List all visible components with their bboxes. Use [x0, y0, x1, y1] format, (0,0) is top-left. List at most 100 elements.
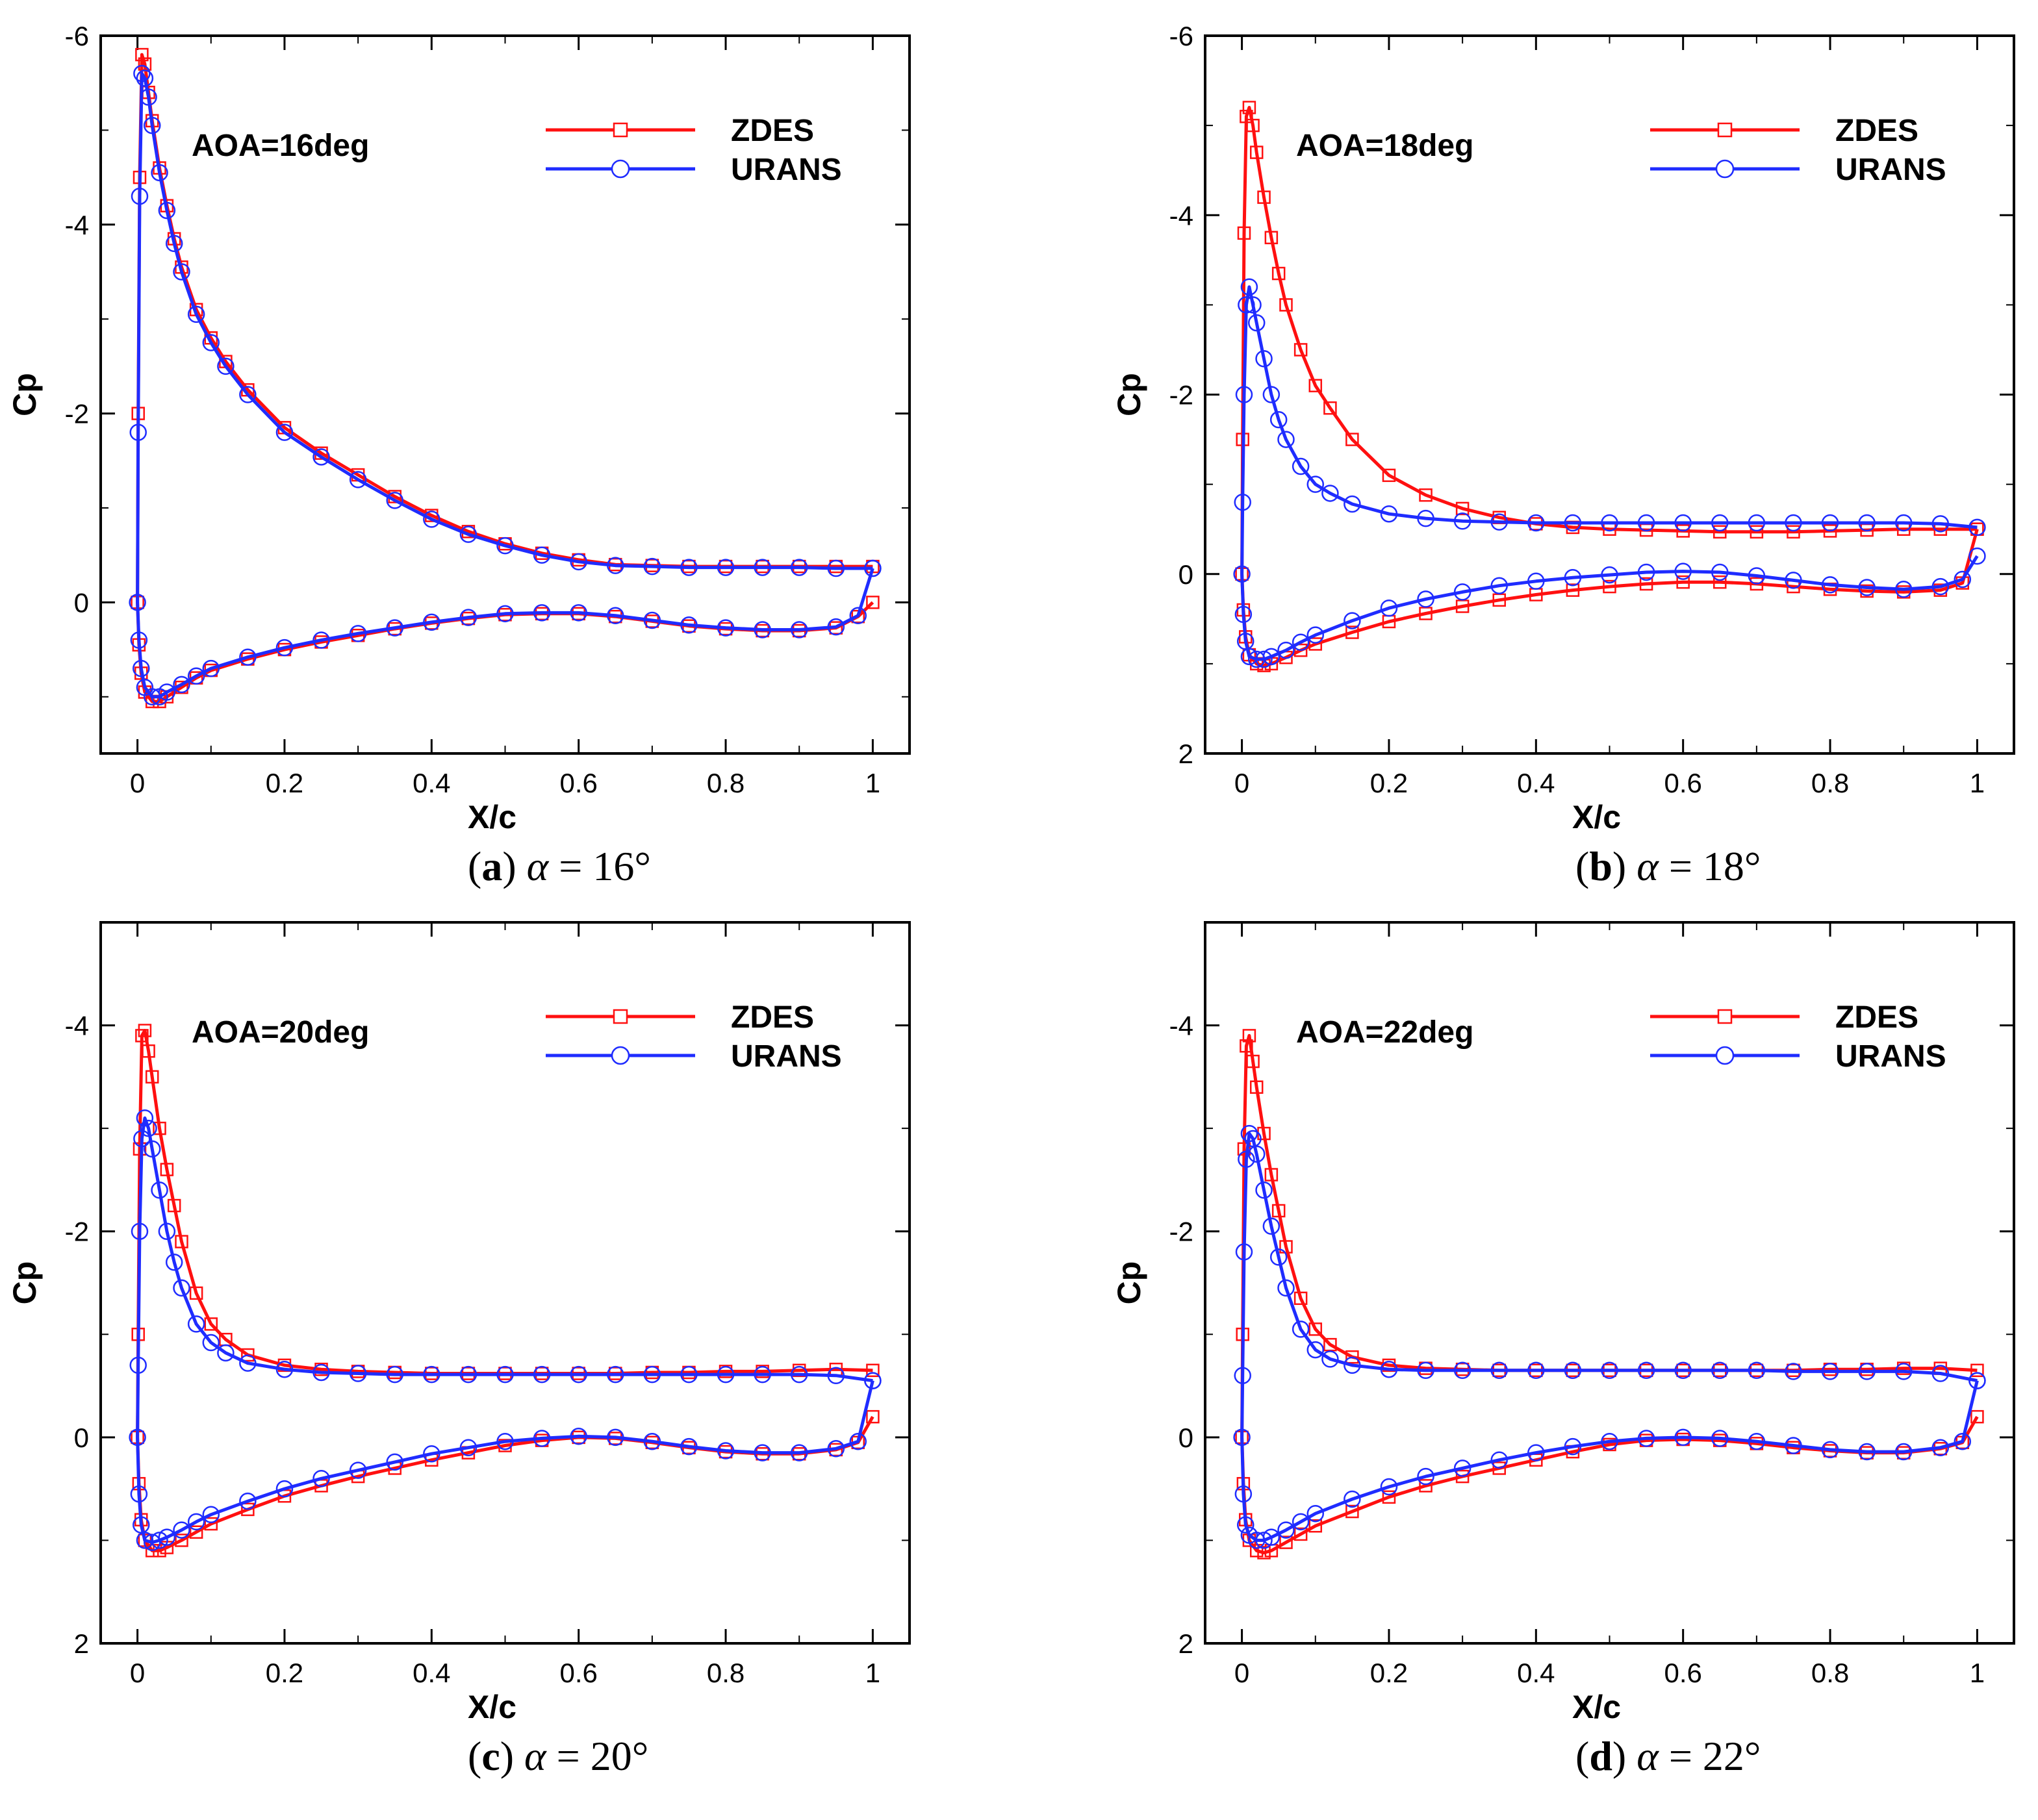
data-point-urans: [1601, 1432, 1618, 1450]
data-point-urans: [1240, 1124, 1258, 1143]
data-point-urans: [533, 1430, 551, 1447]
data-point-zdes: [1382, 1490, 1396, 1504]
data-point-urans: [140, 88, 157, 106]
data-point-urans: [754, 621, 771, 638]
data-point-zdes: [1271, 266, 1286, 281]
caption-letter: c: [481, 1733, 500, 1779]
data-point-urans: [131, 187, 149, 205]
data-point-urans: [129, 423, 147, 441]
data-point-zdes: [1676, 575, 1690, 589]
data-point-urans: [1269, 411, 1288, 429]
data-point-urans: [173, 1279, 190, 1297]
data-point-urans: [275, 423, 294, 441]
data-point-urans: [1417, 509, 1434, 527]
data-point-zdes: [1308, 1519, 1323, 1533]
data-point-urans: [349, 1461, 367, 1479]
data-point-urans: [187, 1315, 205, 1333]
data-point-urans: [1564, 1361, 1582, 1380]
series-zdes: [1235, 1029, 1984, 1560]
data-point-zdes: [1240, 1039, 1253, 1053]
data-point-zdes: [142, 1044, 155, 1058]
data-point-urans: [1490, 1361, 1508, 1380]
data-point-urans: [1240, 278, 1258, 296]
data-point-urans: [217, 1344, 235, 1362]
data-point-urans: [643, 1365, 661, 1384]
x-tick-label: 0.2: [1370, 1658, 1408, 1688]
y-axis-title: Cp: [1111, 373, 1147, 416]
data-point-urans: [1748, 567, 1766, 585]
y-tick-label: -2: [65, 1217, 89, 1247]
legend: ZDES URANS: [546, 114, 842, 187]
data-point-urans: [1344, 495, 1361, 513]
data-point-urans: [790, 1365, 808, 1384]
x-tick-label: 0.6: [1664, 1658, 1701, 1688]
data-point-urans: [133, 64, 151, 82]
data-point-urans: [349, 1365, 367, 1382]
data-point-urans: [643, 557, 661, 575]
data-point-urans: [131, 1222, 149, 1240]
data-point-urans: [1233, 565, 1251, 583]
data-point-urans: [1564, 514, 1582, 532]
x-tick-label: 1: [865, 1658, 880, 1688]
data-point-urans: [1637, 1430, 1655, 1447]
data-point-urans: [1234, 494, 1251, 511]
data-point-urans: [130, 631, 148, 649]
data-point-urans: [129, 1428, 146, 1447]
aoa-annotation: AOA=22deg: [1296, 1015, 1473, 1050]
data-point-urans: [1527, 1444, 1545, 1461]
data-point-zdes: [1970, 1363, 1984, 1378]
data-point-urans: [129, 594, 146, 611]
y-tick-label: -4: [65, 1011, 89, 1041]
series-zdes: [1235, 101, 1984, 672]
legend-marker-circle: [1715, 1046, 1735, 1065]
data-point-urans: [1858, 1363, 1876, 1380]
data-point-zdes: [1308, 1322, 1323, 1336]
data-point-urans: [1306, 1504, 1325, 1523]
data-point-zdes: [1271, 1204, 1286, 1218]
data-point-urans: [1748, 1361, 1766, 1380]
x-tick-label: 0.8: [1811, 768, 1849, 798]
data-point-urans: [1711, 1361, 1729, 1380]
data-point-urans: [1344, 1490, 1361, 1508]
data-point-zdes: [189, 1525, 203, 1539]
data-point-urans: [136, 1109, 154, 1127]
data-point-zdes: [866, 1409, 880, 1424]
series-line-urans: [1240, 285, 1979, 661]
legend-marker-square: [1717, 122, 1733, 138]
legend: ZDES URANS: [1650, 1000, 1946, 1074]
data-point-urans: [790, 559, 808, 576]
data-point-urans: [1490, 1451, 1508, 1469]
data-point-zdes: [1242, 1029, 1256, 1043]
legend-label-urans: URANS: [731, 153, 842, 187]
data-point-urans: [1821, 514, 1839, 532]
panel-caption: (b) α = 18°: [1575, 843, 1761, 889]
y-tick-label: 0: [1178, 1422, 1193, 1453]
data-point-urans: [158, 1528, 176, 1546]
data-point-urans: [680, 559, 698, 576]
data-point-zdes: [1345, 626, 1359, 639]
data-point-urans: [1894, 580, 1913, 598]
data-point-urans: [312, 631, 330, 649]
data-point-urans: [1344, 612, 1361, 629]
data-point-urans: [1637, 1361, 1655, 1380]
series-line-zdes: [1240, 1033, 1979, 1554]
x-tick-label: 0.2: [266, 768, 303, 798]
x-axis-title: X/c: [468, 799, 516, 835]
data-point-urans: [607, 1428, 624, 1447]
data-point-urans: [143, 1534, 161, 1551]
data-point-zdes: [1896, 1361, 1911, 1375]
caption-alpha: α: [1637, 843, 1659, 889]
data-point-urans: [173, 263, 190, 281]
data-point-urans: [1858, 579, 1876, 596]
data-point-urans: [1785, 1437, 1802, 1454]
data-point-urans: [1858, 1443, 1876, 1461]
x-tick-label: 1: [1970, 768, 1985, 798]
data-point-zdes: [204, 1317, 218, 1331]
data-point-urans: [386, 492, 403, 509]
data-point-urans: [1233, 1428, 1251, 1447]
caption-open: (: [468, 843, 481, 889]
y-axis-title: Cp: [6, 1261, 43, 1305]
data-point-urans: [143, 1140, 161, 1158]
data-point-urans: [423, 613, 440, 631]
data-point-zdes: [1308, 637, 1323, 651]
